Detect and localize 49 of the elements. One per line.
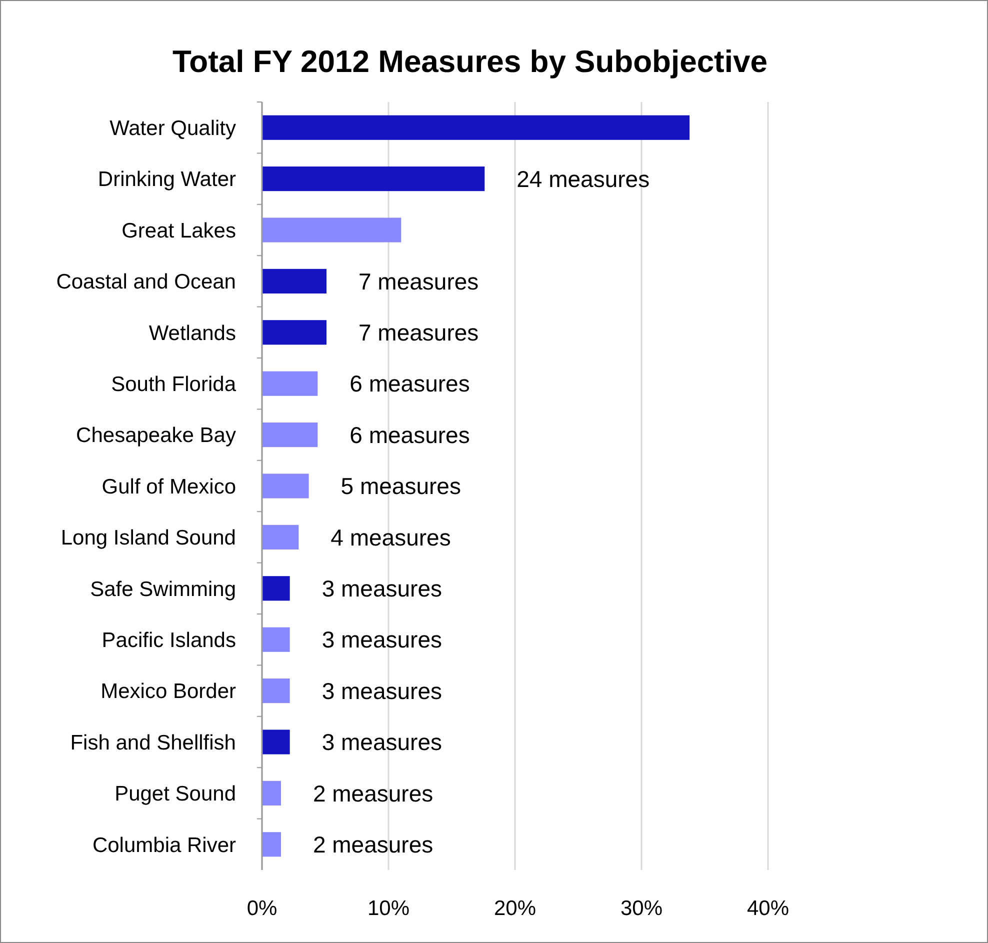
bar: [262, 218, 402, 242]
bar: [262, 422, 318, 448]
annotation: 3 measures: [322, 575, 442, 602]
chart-title: Total FY 2012 Measures by Subobjective: [172, 44, 768, 79]
y-tick-label: Great Lakes: [122, 219, 236, 242]
annotation: 3 measures: [322, 729, 442, 756]
bar: [262, 371, 318, 396]
x-tick-label: 30%: [620, 897, 663, 920]
y-tick-label: Mexico Border: [100, 680, 236, 704]
bar: [262, 730, 290, 754]
x-tick-label: 40%: [746, 897, 790, 920]
annotation: 5 measures: [340, 473, 461, 500]
x-tick-label: 10%: [367, 897, 410, 920]
bar: [262, 268, 327, 294]
bar: [262, 474, 309, 498]
annotation: 4 measures: [330, 524, 451, 550]
y-tick-label: Pacific Islands: [102, 628, 236, 652]
bar: [262, 780, 281, 806]
annotation: 6 measures: [350, 370, 470, 397]
bar: [262, 576, 290, 601]
y-tick-label: Water Quality: [110, 116, 236, 140]
y-tick-label: South Florida: [111, 372, 236, 396]
y-tick-label: Gulf of Mexico: [102, 475, 236, 498]
annotation: 24 measures: [516, 166, 650, 192]
y-tick-label: Puget Sound: [114, 782, 236, 806]
annotation: 2 measures: [312, 780, 434, 806]
annotation: 3 measures: [322, 678, 442, 704]
y-tick-label: Chesapeake Bay: [76, 424, 236, 448]
bar: [262, 320, 327, 345]
y-tick-label: Wetlands: [148, 322, 236, 345]
y-tick-label: Fish and Shellfish: [70, 731, 236, 754]
bar: [262, 832, 281, 857]
bar: [262, 678, 290, 704]
y-tick-label: Drinking Water: [98, 168, 236, 192]
annotation: 7 measures: [358, 319, 479, 346]
bar: [262, 115, 690, 140]
y-tick-label: Columbia River: [92, 834, 236, 857]
y-tick-label: Long Island Sound: [60, 526, 236, 550]
annotation: 2 measures: [312, 831, 434, 858]
annotation: 7 measures: [358, 268, 479, 294]
y-tick-label: Coastal and Ocean: [56, 270, 236, 294]
annotation: 3 measures: [322, 626, 442, 653]
y-tick-label: Safe Swimming: [90, 578, 236, 601]
bar: [262, 524, 299, 550]
annotation: 6 measures: [350, 422, 470, 448]
bar: [262, 166, 485, 192]
x-tick-label: 20%: [494, 897, 536, 920]
bar: [262, 627, 290, 652]
x-tick-label: 0%: [246, 897, 278, 920]
